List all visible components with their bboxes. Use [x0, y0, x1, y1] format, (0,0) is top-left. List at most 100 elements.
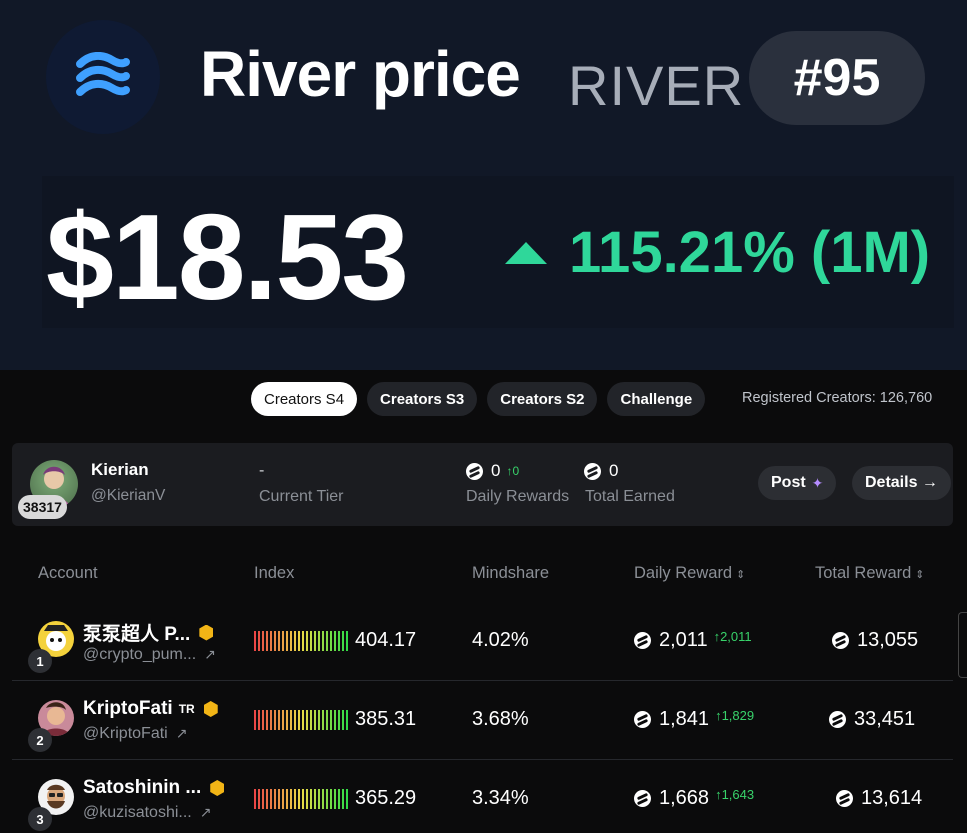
- river-coin-icon: [466, 462, 483, 480]
- index-bar-tick: [286, 631, 288, 651]
- index-bar-tick: [314, 631, 316, 651]
- index-bar-tick: [346, 631, 348, 651]
- index-bar-tick: [346, 710, 348, 730]
- row-mindshare-value: 3.34%: [472, 787, 529, 809]
- index-bar-tick: [310, 631, 312, 651]
- row-rank: 2: [28, 728, 52, 752]
- index-bar-tick: [334, 789, 336, 809]
- daily-reward-amount: 1,668: [659, 787, 710, 809]
- external-link-icon[interactable]: ↗: [175, 725, 188, 741]
- daily-reward-header-label: Daily Reward: [634, 564, 733, 582]
- total-reward-header-label: Total Reward: [815, 564, 912, 582]
- external-link-icon[interactable]: ↗: [199, 804, 212, 820]
- index-bar-tick: [342, 710, 344, 730]
- row-index-value: 365.29: [355, 787, 417, 809]
- triangle-up-icon: [505, 242, 547, 264]
- rank-badge: #95: [749, 31, 925, 125]
- daily-reward-change: ↑1,829: [715, 708, 755, 723]
- scrollbar[interactable]: [958, 612, 967, 678]
- post-button-label: Post: [771, 474, 806, 491]
- index-bar-tick: [298, 710, 300, 730]
- index-bar-tick: [278, 710, 280, 730]
- account-handle: @crypto_pum...: [83, 646, 197, 663]
- index-bar-tick: [334, 631, 336, 651]
- row-rank: 1: [28, 649, 52, 673]
- price-change-value: 115.21% (1M): [569, 220, 931, 285]
- daily-reward-amount: 2,011: [659, 629, 708, 651]
- index-bar-tick: [298, 789, 300, 809]
- index-bar-tick: [334, 710, 336, 730]
- index-bar-tick: [266, 710, 268, 730]
- verified-badge-icon: [210, 780, 225, 796]
- sort-icon[interactable]: ⇕: [915, 569, 925, 581]
- row-total-reward: 33,451: [829, 708, 915, 731]
- tab-creators-s2[interactable]: Creators S2: [487, 382, 598, 416]
- row-index-value: 404.17: [355, 629, 417, 651]
- account-name: 泵泵超人 P...: [83, 624, 191, 645]
- tab-creators-s3[interactable]: Creators S3: [367, 382, 478, 416]
- post-button[interactable]: Post ✦: [758, 466, 837, 500]
- row-account-handle[interactable]: @crypto_pum... ↗: [83, 646, 216, 664]
- current-user-card: 38317 Kierian @KierianV - Current Tier 0…: [12, 443, 953, 526]
- sort-icon[interactable]: ⇕: [736, 569, 746, 581]
- river-coin-icon: [829, 711, 846, 728]
- river-coin-icon: [832, 632, 849, 649]
- row-account-handle[interactable]: @kuzisatoshi... ↗: [83, 804, 211, 822]
- row-mindshare-value: 3.68%: [472, 708, 529, 730]
- account-handle: @kuzisatoshi...: [83, 804, 192, 821]
- index-bar-tick: [270, 789, 272, 809]
- account-name: Satoshinin ...: [83, 777, 202, 798]
- account-name: KriptoFati: [83, 698, 173, 719]
- price-header: River price RIVER #95 $18.53 115.21% (1M…: [0, 0, 967, 370]
- column-header-daily-reward[interactable]: Daily Reward ⇕: [634, 564, 745, 583]
- user-name: Kierian: [91, 460, 149, 479]
- page-title: River price: [200, 38, 521, 110]
- index-bar-tick: [306, 631, 308, 651]
- daily-reward-change-value: 2,011: [720, 629, 752, 644]
- row-rank: 3: [28, 807, 52, 831]
- index-bar-tick: [274, 789, 276, 809]
- country-tag: TR: [178, 702, 195, 716]
- external-link-icon[interactable]: ↗: [204, 646, 216, 662]
- row-daily-reward: 2,011 ↑2,011: [634, 629, 752, 652]
- index-bar-tick: [314, 710, 316, 730]
- index-bar-tick: [290, 631, 292, 651]
- index-bar-tick: [254, 789, 256, 809]
- verified-badge-icon: [199, 624, 214, 641]
- index-bar-tick: [278, 789, 280, 809]
- column-header-total-reward[interactable]: Total Reward ⇕: [815, 564, 925, 583]
- daily-reward-amount: 1,841: [659, 708, 710, 730]
- index-bar-tick: [254, 631, 256, 651]
- tab-challenge[interactable]: Challenge: [607, 382, 706, 416]
- row-account-handle[interactable]: @KriptoFati ↗: [83, 725, 187, 743]
- creator-tabs: Creators S4 Creators S3 Creators S2 Chal…: [251, 382, 706, 416]
- row-account-name[interactable]: Satoshinin ...: [83, 777, 225, 799]
- index-bar-tick: [262, 631, 264, 651]
- user-rank-badge: 38317: [18, 495, 67, 519]
- table-row[interactable]: 2 KriptoFati TR @KriptoFati ↗ 385.31 3.68…: [12, 681, 953, 760]
- table-row[interactable]: 3 Satoshinin ... @kuzisatoshi... ↗ 365.29…: [12, 760, 953, 833]
- index-bar-tick: [258, 710, 260, 730]
- token-price: $18.53: [46, 189, 409, 325]
- table-row[interactable]: 1 泵泵超人 P... @crypto_pum... ↗ 404.17 4.02%…: [12, 602, 953, 681]
- row-account-name[interactable]: KriptoFati TR: [83, 698, 218, 720]
- registered-creators-count: Registered Creators: 126,760: [742, 390, 933, 406]
- avatar[interactable]: [38, 700, 74, 736]
- sparkle-icon: ✦: [811, 474, 824, 491]
- index-bar-tick: [302, 789, 304, 809]
- daily-reward-change-value: 1,829: [721, 708, 755, 723]
- index-bar-tick: [322, 631, 324, 651]
- index-bar-tick: [322, 710, 324, 730]
- index-bar-tick: [314, 789, 316, 809]
- river-coin-icon: [836, 790, 853, 807]
- index-bar-tick: [326, 789, 328, 809]
- details-button[interactable]: Details →: [852, 466, 951, 500]
- column-header-mindshare: Mindshare: [472, 564, 550, 582]
- index-bar-tick: [258, 631, 260, 651]
- tab-creators-s4[interactable]: Creators S4: [251, 382, 358, 416]
- index-bar-tick: [258, 789, 260, 809]
- index-bar-tick: [294, 710, 296, 730]
- row-account-name[interactable]: 泵泵超人 P...: [83, 619, 214, 646]
- index-bar-tick: [326, 631, 328, 651]
